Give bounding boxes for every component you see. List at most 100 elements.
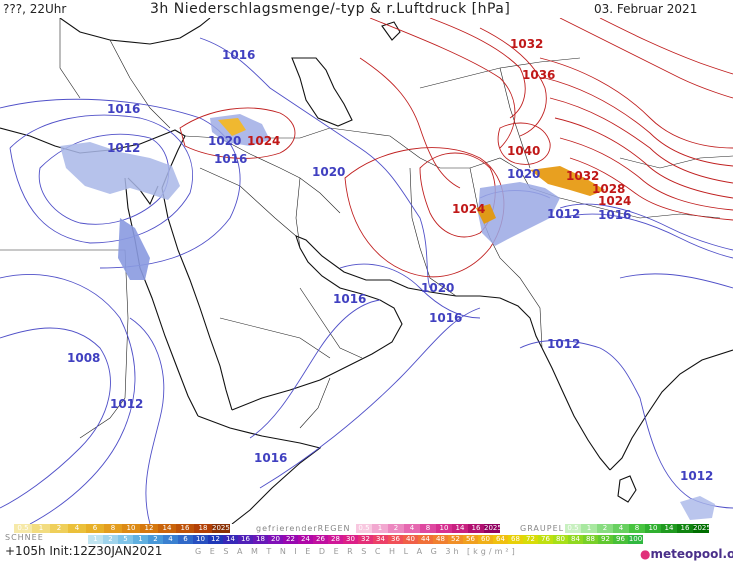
legend-graupel-cell: 8 (629, 524, 645, 533)
legend-schnee-cell: 2025+ (212, 524, 236, 533)
legend-graupel-title: GRAUPEL (520, 524, 565, 533)
coastline-sri-lanka (617, 475, 637, 503)
coastline-black-sea (59, 18, 211, 45)
map-canvas: 1032 1036 1016 1016 1012 1020 1024 1016 … (0, 18, 733, 524)
isobar-high-north-1 (559, 18, 733, 99)
legend-total-cell: 1 (88, 535, 103, 544)
legend-total-cell: 18 (253, 535, 268, 544)
legend-graupel-cell: 14 (661, 524, 677, 533)
legend-graupel-cell: 16 (677, 524, 693, 533)
country-borders (0, 18, 733, 439)
legend-regen_frz-cell: 14 (452, 524, 468, 533)
legend-total-cell: 2 (103, 535, 118, 544)
coastline-india-west (541, 347, 611, 471)
legend-total-cell: 64 (493, 535, 508, 544)
coastline-red-sea-west (124, 177, 199, 417)
isobar-label: 1008 (67, 351, 100, 365)
map-background (0, 18, 733, 524)
legend-graupel-cell: 10 (645, 524, 661, 533)
isobar-1016-west (9, 114, 193, 244)
coastline-caspian (291, 57, 353, 127)
isobar-1024-iran (179, 107, 296, 159)
legend-freezing-rain-title: gefrierenderREGEN (256, 524, 351, 533)
isobar-label: 1036 (522, 68, 555, 82)
legend-total-cell: 60 (478, 535, 493, 544)
legend-total-cell: 36 (388, 535, 403, 544)
legend-regen_frz-cell: 0.5 (356, 524, 372, 533)
legend-total-cell: 56 (463, 535, 478, 544)
legend-total-scale: 1 2 5 1 2 4 6 10 12 14 16 18 20 22 24 26 28 30 32 34 36 40 44 4… (88, 535, 643, 544)
isobars-high (179, 18, 733, 278)
legend-total-cell: 88 (583, 535, 598, 544)
isobar-label: 1032 (510, 37, 543, 51)
isobar-1012-bay (619, 273, 733, 289)
legend-total-cell: 34 (373, 535, 388, 544)
legend-schnee-cell: 6 (86, 524, 104, 533)
isobar-1032-ring (429, 18, 526, 119)
precip-levant (60, 142, 180, 200)
isobar-1040-core (497, 122, 551, 165)
isobar-label: 1016 (107, 102, 140, 116)
legend-schnee-cell: 10 (122, 524, 140, 533)
legend-total-cell: 40 (403, 535, 418, 544)
legend-total-cell: 92 (598, 535, 613, 544)
legend-schnee-cell: 18 (194, 524, 212, 533)
legend-schnee-cell: 0.5 (14, 524, 32, 533)
snow-turkey (218, 118, 246, 136)
legend-schnee-cell: 4 (68, 524, 86, 533)
legend-total-cell: 20 (268, 535, 283, 544)
legend-total-cell: 52 (448, 535, 463, 544)
isobar-1012-africa (0, 273, 136, 524)
isobar-1012-west (38, 133, 170, 225)
isobar-label: 1016 (429, 311, 462, 325)
isobar-1012-east (559, 213, 733, 259)
legend-graupel-cell: 2025+ (693, 524, 717, 533)
legend-freezing-rain-scale: 0.5 1 2 4 8 10 14 16 2025+ (356, 524, 508, 533)
isobar-high-east-1 (539, 57, 733, 149)
legend-schnee-cell: 1 (32, 524, 50, 533)
snow-himalaya (530, 166, 605, 196)
legend-total-cell: 48 (433, 535, 448, 544)
legend-total-cell: 44 (418, 535, 433, 544)
isobar-label: 1020 (507, 167, 540, 181)
legend-total-cell: 12 (208, 535, 223, 544)
isobar-label: 1016 (333, 292, 366, 306)
isobar-1016-arabia (249, 299, 381, 439)
isobar-1020-west (0, 98, 241, 269)
meteopool-logo: ●meteopool.org (640, 547, 733, 561)
legend-total-cell: 96 (613, 535, 628, 544)
isobar-1016-north (199, 37, 431, 289)
snow-pak (476, 204, 496, 224)
isobar-label: 1040 (507, 144, 540, 158)
isobar-high-north-2 (599, 18, 733, 75)
legend-total-cell: 1 (133, 535, 148, 544)
legend-total-cell: 4 (163, 535, 178, 544)
legend-schnee-cell: 2 (50, 524, 68, 533)
isobar-1016-iran (339, 263, 481, 319)
isobar-label: 1024 (452, 202, 485, 216)
legend-total-cell: 5 (118, 535, 133, 544)
isobar-high-east-2 (544, 77, 733, 167)
run-time-label: ???, 22Uhr (3, 2, 67, 16)
legend-graupel-cell: 2 (597, 524, 613, 533)
legend-total-cell: 28 (328, 535, 343, 544)
legend-total-cell: 30 (343, 535, 358, 544)
isobar-1016-east (559, 203, 733, 251)
precip-sri-lanka (680, 496, 715, 520)
legend-total-cell: 24 (298, 535, 313, 544)
isobar-high-east-6 (569, 157, 733, 221)
legend-schnee-cell: 12 (140, 524, 158, 533)
legend-schnee-cell: 8 (104, 524, 122, 533)
coastline-iran-pakistan (479, 295, 543, 349)
legend-graupel-cell: 0.5 (565, 524, 581, 533)
isobar-1024-iran-south (419, 152, 496, 238)
forecast-date: 03. Februar 2021 (594, 2, 698, 16)
legend-total-cell: 16 (238, 535, 253, 544)
coastline-mediterranean (0, 127, 186, 189)
logo-name: meteopool (650, 547, 723, 561)
legend-schnee-cell: 16 (176, 524, 194, 533)
legend-total-cell: 100 (628, 535, 643, 544)
legend-total-cell: 84 (568, 535, 583, 544)
coastline-arabia-south (231, 299, 403, 411)
